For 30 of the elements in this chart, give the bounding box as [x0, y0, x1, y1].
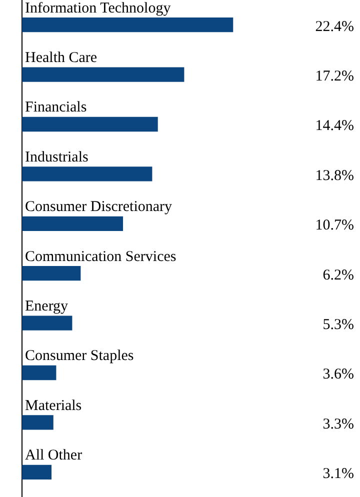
bar	[22, 116, 158, 132]
y-tick-label: Materials	[25, 398, 82, 414]
y-tick-label: All Other	[25, 448, 82, 464]
bar	[22, 166, 152, 182]
y-tick-label: Health Care	[25, 50, 98, 66]
data-label: 3.1%	[322, 466, 354, 482]
y-tick-label: Information Technology	[25, 0, 172, 16]
bar	[22, 216, 124, 231]
data-label: 3.6%	[322, 366, 354, 383]
y-tick-label: Consumer Staples	[25, 348, 134, 364]
data-label: 10.7%	[315, 218, 354, 234]
data-label: 6.2%	[322, 267, 354, 284]
data-label: 17.2%	[315, 68, 354, 84]
bar	[22, 464, 52, 480]
y-tick-label: Industrials	[25, 149, 88, 166]
y-tick-label: Financials	[25, 100, 87, 116]
data-label: 22.4%	[315, 18, 354, 35]
bar	[22, 266, 81, 281]
y-tick-label: Communication Services	[25, 248, 176, 265]
data-label: 14.4%	[315, 118, 354, 134]
bar	[22, 18, 234, 32]
data-label: 13.8%	[315, 168, 354, 184]
bar	[22, 415, 54, 430]
y-tick-label: Consumer Discretionary	[25, 199, 173, 216]
bar	[22, 316, 72, 330]
data-label: 5.3%	[322, 316, 354, 333]
bar	[22, 365, 56, 380]
bar	[22, 67, 184, 82]
y-tick-label: Energy	[25, 298, 69, 314]
data-label: 3.3%	[322, 416, 354, 432]
